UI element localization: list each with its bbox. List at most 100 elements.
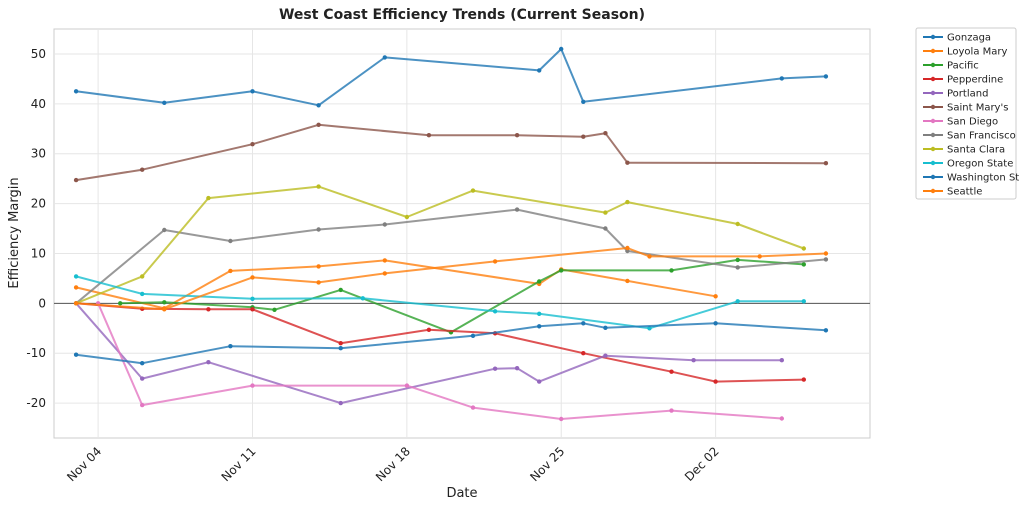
data-point	[206, 307, 211, 312]
data-point	[338, 400, 343, 406]
data-point	[735, 221, 740, 227]
data-point	[735, 265, 740, 270]
data-point	[140, 167, 145, 172]
data-point	[537, 379, 542, 384]
data-point	[603, 210, 608, 215]
data-point	[470, 188, 476, 193]
data-point	[470, 333, 476, 338]
data-point	[603, 226, 608, 231]
data-point	[272, 307, 277, 312]
y-tick-label: 10	[31, 246, 46, 260]
data-point	[537, 279, 542, 284]
y-tick-label: 0	[38, 296, 46, 310]
legend-marker	[930, 118, 936, 124]
legend-marker	[930, 90, 936, 96]
data-point	[559, 416, 564, 422]
series-seattle	[73, 245, 829, 312]
data-point	[537, 68, 542, 73]
data-point	[647, 254, 652, 259]
legend-entry-oregon-state: Oregon State	[923, 159, 1013, 170]
data-point	[73, 352, 79, 357]
legend-marker	[930, 104, 936, 110]
legend-entry-portland: Portland	[923, 89, 988, 100]
legend-marker	[930, 132, 936, 138]
legend-label: Oregon State	[947, 159, 1013, 170]
legend-label: Seattle	[947, 187, 982, 198]
data-point	[360, 296, 365, 301]
legend-entry-washington-st: Washington St	[923, 173, 1019, 184]
data-point	[669, 268, 674, 273]
data-point	[228, 238, 233, 244]
legend-marker	[930, 188, 936, 194]
data-point	[492, 366, 498, 371]
series-line-gonzaga	[75, 48, 826, 107]
data-point	[581, 134, 586, 139]
x-tick-label: Nov 25	[527, 444, 567, 484]
data-point	[316, 184, 321, 189]
series-line-santa-clara	[75, 185, 805, 305]
data-point	[162, 300, 167, 305]
series-gonzaga	[73, 46, 829, 108]
data-point	[514, 366, 520, 371]
data-point	[316, 227, 321, 232]
data-point	[162, 307, 167, 312]
data-point	[603, 353, 608, 358]
data-point	[206, 195, 211, 201]
data-point	[382, 222, 387, 227]
data-point	[250, 296, 255, 301]
legend: Gonzaga Loyola Mary Pacific Pepperdine Portl…	[915, 27, 1019, 200]
y-tick-label: 40	[31, 97, 46, 111]
data-point	[823, 251, 829, 256]
data-point	[470, 405, 476, 410]
legend-entry-pacific: Pacific	[923, 61, 979, 72]
data-point	[713, 379, 718, 384]
series-pacific	[118, 257, 806, 335]
legend-marker	[930, 62, 936, 68]
data-point	[316, 280, 321, 285]
data-point	[514, 207, 520, 212]
data-point	[647, 326, 652, 331]
legend-items: Gonzaga Loyola Mary Pacific Pepperdine Portl…	[923, 33, 1019, 198]
data-point	[250, 275, 255, 280]
data-point	[581, 351, 586, 356]
data-point	[625, 245, 630, 251]
data-point	[801, 262, 806, 267]
legend-label: Pacific	[947, 61, 979, 72]
data-point	[823, 328, 829, 333]
y-axis-label: Efficiency Margin	[7, 177, 22, 288]
data-point	[823, 257, 829, 262]
data-point	[603, 325, 608, 330]
legend-entry-san-francisco: San Francisco	[923, 131, 1016, 142]
data-point	[316, 122, 321, 128]
data-point	[228, 344, 233, 349]
legend-marker	[930, 34, 936, 40]
data-point	[338, 346, 343, 351]
data-point	[404, 383, 410, 388]
series-line-san-diego	[97, 302, 782, 420]
data-point	[140, 291, 145, 297]
legend-label: San Diego	[947, 117, 998, 128]
y-tick-label: 30	[31, 147, 46, 161]
series-line-saint-mary-s	[75, 123, 826, 182]
data-point	[426, 327, 432, 332]
legend-entry-san-diego: San Diego	[923, 117, 998, 128]
y-tick-label: 20	[31, 197, 46, 211]
data-point	[603, 131, 608, 136]
legend-entry-seattle: Seattle	[923, 187, 982, 198]
series-line-washington-st	[75, 322, 826, 365]
data-point	[779, 76, 784, 81]
series-line-san-francisco	[75, 208, 826, 305]
legend-label: San Francisco	[947, 131, 1016, 142]
data-point	[713, 294, 718, 299]
data-point	[779, 358, 784, 363]
data-point	[73, 301, 79, 306]
legend-entry-loyola-mary: Loyola Mary	[923, 47, 1008, 58]
legend-frame	[915, 27, 1017, 200]
data-point	[73, 285, 79, 290]
data-point	[316, 103, 321, 108]
data-point	[250, 383, 255, 388]
data-point	[140, 402, 145, 408]
data-point	[801, 377, 806, 382]
data-point	[559, 268, 564, 273]
data-point	[492, 259, 498, 264]
